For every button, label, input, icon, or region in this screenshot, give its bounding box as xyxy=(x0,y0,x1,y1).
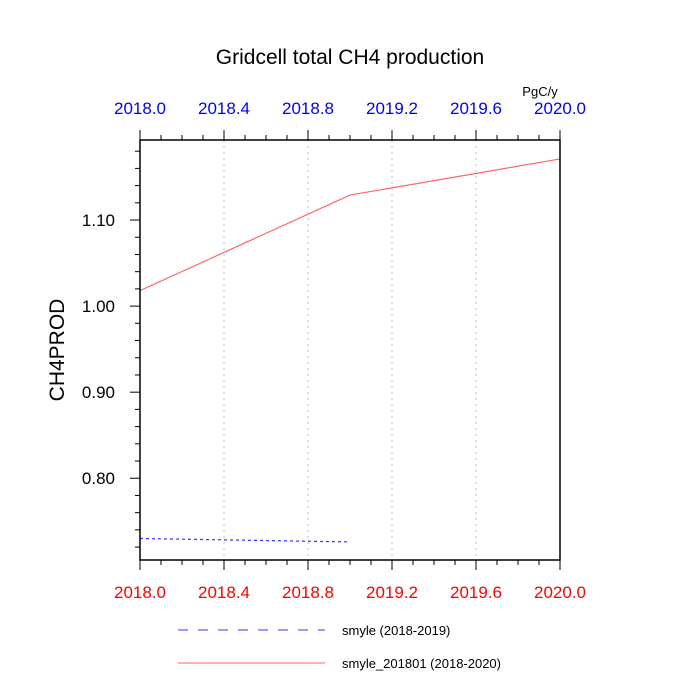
chart-title: Gridcell total CH4 production xyxy=(216,46,484,69)
series-layer xyxy=(139,158,561,543)
series-line-1 xyxy=(139,537,351,543)
x-tick-labels-bottom: 2018.0 2018.4 2018.8 2019.2 2019.6 2020.0 xyxy=(114,583,586,602)
legend-label-2: smyle_201801 (2018-2020) xyxy=(342,656,501,671)
plot-frame xyxy=(139,139,561,561)
x-tick-label-top: 2019.2 xyxy=(366,99,418,118)
x-tick-label-top: 2018.4 xyxy=(198,99,250,118)
x-tick-labels-top: 2018.0 2018.4 2018.8 2019.2 2019.6 2020.0 xyxy=(114,99,586,118)
y-tick-labels: 0.80 0.90 1.00 1.10 xyxy=(82,211,115,488)
x-tick-label-top: 2019.6 xyxy=(450,99,502,118)
series-line-2 xyxy=(139,158,561,292)
x-tick-label-bottom: 2019.6 xyxy=(450,583,502,602)
axis-ticks xyxy=(130,130,561,570)
x-tick-label-bottom: 2020.0 xyxy=(534,583,586,602)
x-tick-label-top: 2018.8 xyxy=(282,99,334,118)
x-tick-label-bottom: 2018.4 xyxy=(198,583,250,602)
legend: smyle (2018-2019) smyle_201801 (2018-2020… xyxy=(178,623,501,671)
x-tick-label-top: 2018.0 xyxy=(114,99,166,118)
x-tick-label-bottom: 2018.0 xyxy=(114,583,166,602)
y-tick-label: 1.10 xyxy=(82,211,115,230)
x-tick-label-bottom: 2018.8 xyxy=(282,583,334,602)
units-label: PgC/y xyxy=(522,84,558,99)
x-tick-label-bottom: 2019.2 xyxy=(366,583,418,602)
y-tick-label: 1.00 xyxy=(82,297,115,316)
y-tick-label: 0.80 xyxy=(82,469,115,488)
x-tick-label-top: 2020.0 xyxy=(534,99,586,118)
legend-label-1: smyle (2018-2019) xyxy=(342,623,450,638)
grid-lines xyxy=(223,140,477,560)
y-axis-label: CH4PROD xyxy=(46,299,69,402)
y-tick-label: 0.90 xyxy=(82,383,115,402)
